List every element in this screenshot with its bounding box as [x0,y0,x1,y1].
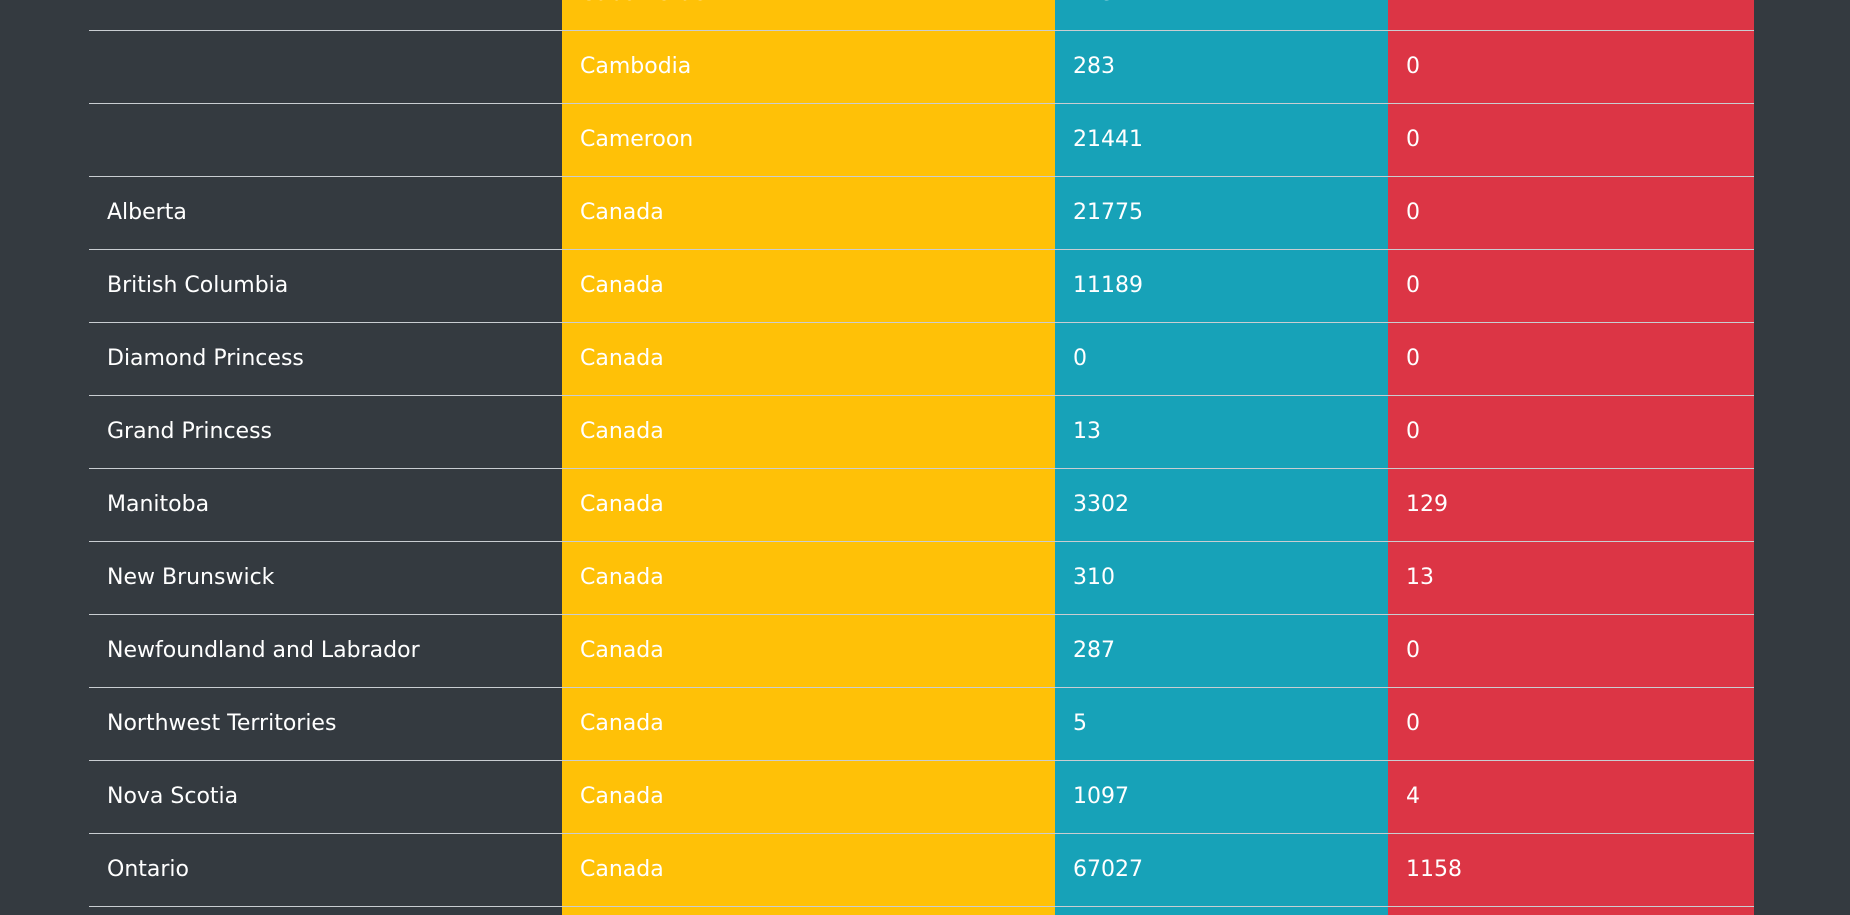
confirmed-cell: 7752 [1055,0,1388,31]
province-cell: Alberta [89,176,562,250]
table-row: Northwest Territories Canada 5 0 [89,687,1754,761]
table-row: Cabo Verde 7752 111 [89,0,1754,31]
country-cell: Canada [562,322,1055,396]
deaths-cell: 13 [1388,541,1754,615]
table-row: Diamond Princess Canada 0 0 [89,322,1754,396]
confirmed-cell: 1097 [1055,760,1388,834]
confirmed-cell: 283 [1055,30,1388,104]
deaths-cell: 0 [1388,103,1754,177]
country-cell [562,906,1055,915]
confirmed-cell [1055,906,1388,915]
confirmed-cell: 67027 [1055,833,1388,907]
deaths-cell: 0 [1388,395,1754,469]
table-row [89,906,1754,915]
deaths-cell: 0 [1388,249,1754,323]
country-cell: Canada [562,760,1055,834]
deaths-cell: 0 [1388,687,1754,761]
table-row: Cameroon 21441 0 [89,103,1754,177]
confirmed-cell: 0 [1055,322,1388,396]
table-row: Alberta Canada 21775 0 [89,176,1754,250]
confirmed-cell: 13 [1055,395,1388,469]
table-row: Nova Scotia Canada 1097 4 [89,760,1754,834]
confirmed-cell: 11189 [1055,249,1388,323]
stats-table-body: Cabo Verde 7752 111 Cambodia 283 0 Camer… [89,0,1754,915]
deaths-cell: 129 [1388,468,1754,542]
confirmed-cell: 21775 [1055,176,1388,250]
confirmed-cell: 5 [1055,687,1388,761]
province-cell: Ontario [89,833,562,907]
province-cell: Newfoundland and Labrador [89,614,562,688]
country-cell: Canada [562,687,1055,761]
country-cell: Canada [562,541,1055,615]
table-row: Ontario Canada 67027 1158 [89,833,1754,907]
confirmed-cell: 21441 [1055,103,1388,177]
deaths-cell: 0 [1388,30,1754,104]
province-cell [89,906,562,915]
stats-table-container[interactable]: Cabo Verde 7752 111 Cambodia 283 0 Camer… [89,0,1754,915]
stats-table: Cabo Verde 7752 111 Cambodia 283 0 Camer… [89,0,1754,915]
country-cell: Canada [562,395,1055,469]
table-row: Cambodia 283 0 [89,30,1754,104]
deaths-cell: 4 [1388,760,1754,834]
country-cell: Cabo Verde [562,0,1055,31]
confirmed-cell: 310 [1055,541,1388,615]
table-row: Manitoba Canada 3302 129 [89,468,1754,542]
country-cell: Canada [562,833,1055,907]
deaths-cell: 0 [1388,322,1754,396]
table-row: Grand Princess Canada 13 0 [89,395,1754,469]
table-row: Newfoundland and Labrador Canada 287 0 [89,614,1754,688]
confirmed-cell: 287 [1055,614,1388,688]
country-cell: Canada [562,176,1055,250]
deaths-cell: 1158 [1388,833,1754,907]
confirmed-cell: 3302 [1055,468,1388,542]
country-cell: Cameroon [562,103,1055,177]
province-cell [89,103,562,177]
table-row: British Columbia Canada 11189 0 [89,249,1754,323]
province-cell: Northwest Territories [89,687,562,761]
deaths-cell [1388,906,1754,915]
province-cell: Nova Scotia [89,760,562,834]
deaths-cell: 0 [1388,176,1754,250]
province-cell: Grand Princess [89,395,562,469]
deaths-cell: 111 [1388,0,1754,31]
country-cell: Canada [562,249,1055,323]
province-cell: New Brunswick [89,541,562,615]
province-cell: British Columbia [89,249,562,323]
province-cell: Diamond Princess [89,322,562,396]
country-cell: Cambodia [562,30,1055,104]
country-cell: Canada [562,468,1055,542]
province-cell: Manitoba [89,468,562,542]
table-row: New Brunswick Canada 310 13 [89,541,1754,615]
country-cell: Canada [562,614,1055,688]
province-cell [89,0,562,31]
deaths-cell: 0 [1388,614,1754,688]
province-cell [89,30,562,104]
